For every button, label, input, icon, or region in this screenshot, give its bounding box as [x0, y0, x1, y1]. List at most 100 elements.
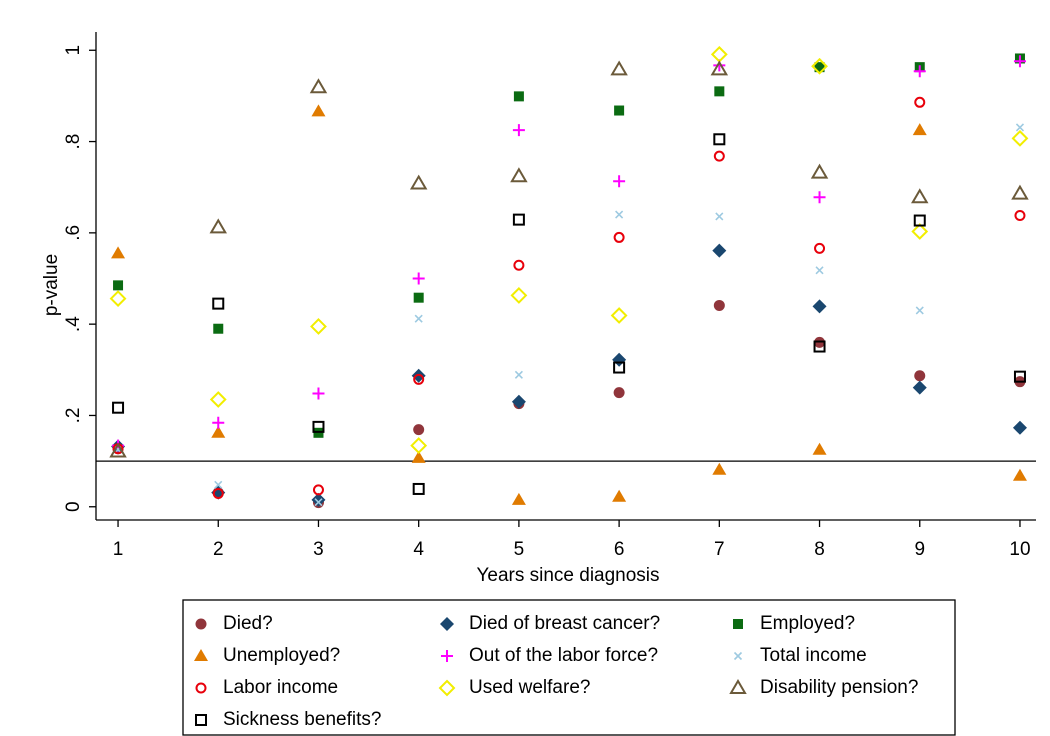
point — [813, 191, 826, 204]
x-tick-label: 9 — [914, 539, 925, 560]
point — [510, 286, 528, 304]
legend-label: Total income — [760, 645, 867, 666]
point — [214, 480, 223, 489]
point — [1012, 420, 1027, 435]
point — [111, 246, 126, 259]
point — [1013, 55, 1026, 68]
point — [712, 243, 727, 258]
x-tick-label: 2 — [213, 539, 224, 560]
point — [911, 223, 929, 240]
point — [713, 150, 725, 162]
point — [413, 424, 425, 436]
point — [212, 297, 225, 310]
point — [812, 442, 827, 455]
point — [309, 78, 328, 94]
point — [211, 425, 226, 438]
point — [914, 96, 926, 108]
point — [814, 242, 826, 254]
legend-label: Sickness benefits? — [223, 709, 381, 730]
point — [1013, 370, 1026, 383]
point — [914, 370, 926, 382]
point — [813, 340, 826, 353]
point — [312, 420, 325, 433]
point — [209, 391, 227, 408]
point — [513, 91, 524, 102]
point — [610, 60, 628, 76]
y-tick-label: .4 — [63, 316, 84, 332]
x-tick-label: 7 — [714, 539, 725, 560]
point — [511, 492, 526, 505]
point — [613, 387, 625, 399]
point — [411, 450, 426, 463]
point — [811, 57, 828, 75]
point — [1014, 210, 1026, 222]
point — [1011, 129, 1029, 147]
point — [311, 492, 326, 507]
x-tick-label: 1 — [113, 539, 124, 560]
legend-marker — [733, 619, 743, 629]
point — [613, 175, 626, 188]
point — [1011, 184, 1029, 200]
point — [212, 488, 224, 500]
x-tick-label: 4 — [413, 539, 424, 560]
point — [513, 259, 525, 271]
point — [109, 442, 127, 458]
point — [810, 163, 829, 179]
point — [312, 387, 325, 400]
x-tick-label: 5 — [514, 539, 525, 560]
point — [512, 213, 525, 226]
point — [213, 323, 224, 334]
legend-marker — [438, 679, 456, 697]
point — [112, 401, 125, 414]
legend-marker — [441, 650, 453, 662]
point — [713, 299, 725, 311]
x-tick-label: 3 — [313, 539, 324, 560]
point — [413, 373, 425, 385]
y-tick-label: 1 — [63, 45, 84, 56]
point — [812, 299, 827, 314]
point — [613, 361, 626, 374]
legend-label: Unemployed? — [223, 645, 340, 666]
point — [311, 104, 326, 117]
point — [712, 462, 727, 475]
y-tick-label: .2 — [63, 408, 84, 424]
legend-marker — [195, 714, 207, 726]
point — [209, 218, 228, 234]
legend-marker — [729, 679, 747, 694]
point — [412, 272, 425, 285]
point — [412, 482, 425, 495]
point — [414, 314, 423, 323]
point — [814, 62, 825, 73]
point — [912, 123, 927, 136]
legend-label: Disability pension? — [760, 677, 918, 698]
legend-label: Used welfare? — [469, 677, 590, 698]
legend-box — [182, 599, 956, 736]
point — [911, 188, 929, 204]
legend-label: Out of the labor force? — [469, 645, 658, 666]
point — [614, 105, 625, 116]
point — [514, 370, 523, 379]
point — [912, 380, 927, 395]
y-tick-label: .8 — [63, 134, 84, 150]
x-axis-title: Years since diagnosis — [476, 565, 659, 586]
y-tick-label: .6 — [63, 225, 84, 241]
point — [312, 484, 324, 496]
point — [109, 290, 127, 308]
point — [510, 167, 528, 183]
point — [815, 266, 824, 275]
point — [715, 212, 724, 221]
point — [1015, 123, 1025, 132]
point — [615, 210, 624, 219]
point — [613, 231, 625, 243]
y-axis-title: p-value — [41, 254, 62, 316]
point — [314, 498, 323, 507]
x-tick-label: 8 — [814, 539, 825, 560]
legend-label: Labor income — [223, 677, 338, 698]
point — [409, 174, 428, 190]
point — [113, 280, 124, 291]
x-tick-label: 6 — [614, 539, 625, 560]
legend-label: Died? — [223, 613, 273, 634]
point — [511, 394, 526, 409]
y-tick-label: 0 — [63, 501, 84, 512]
